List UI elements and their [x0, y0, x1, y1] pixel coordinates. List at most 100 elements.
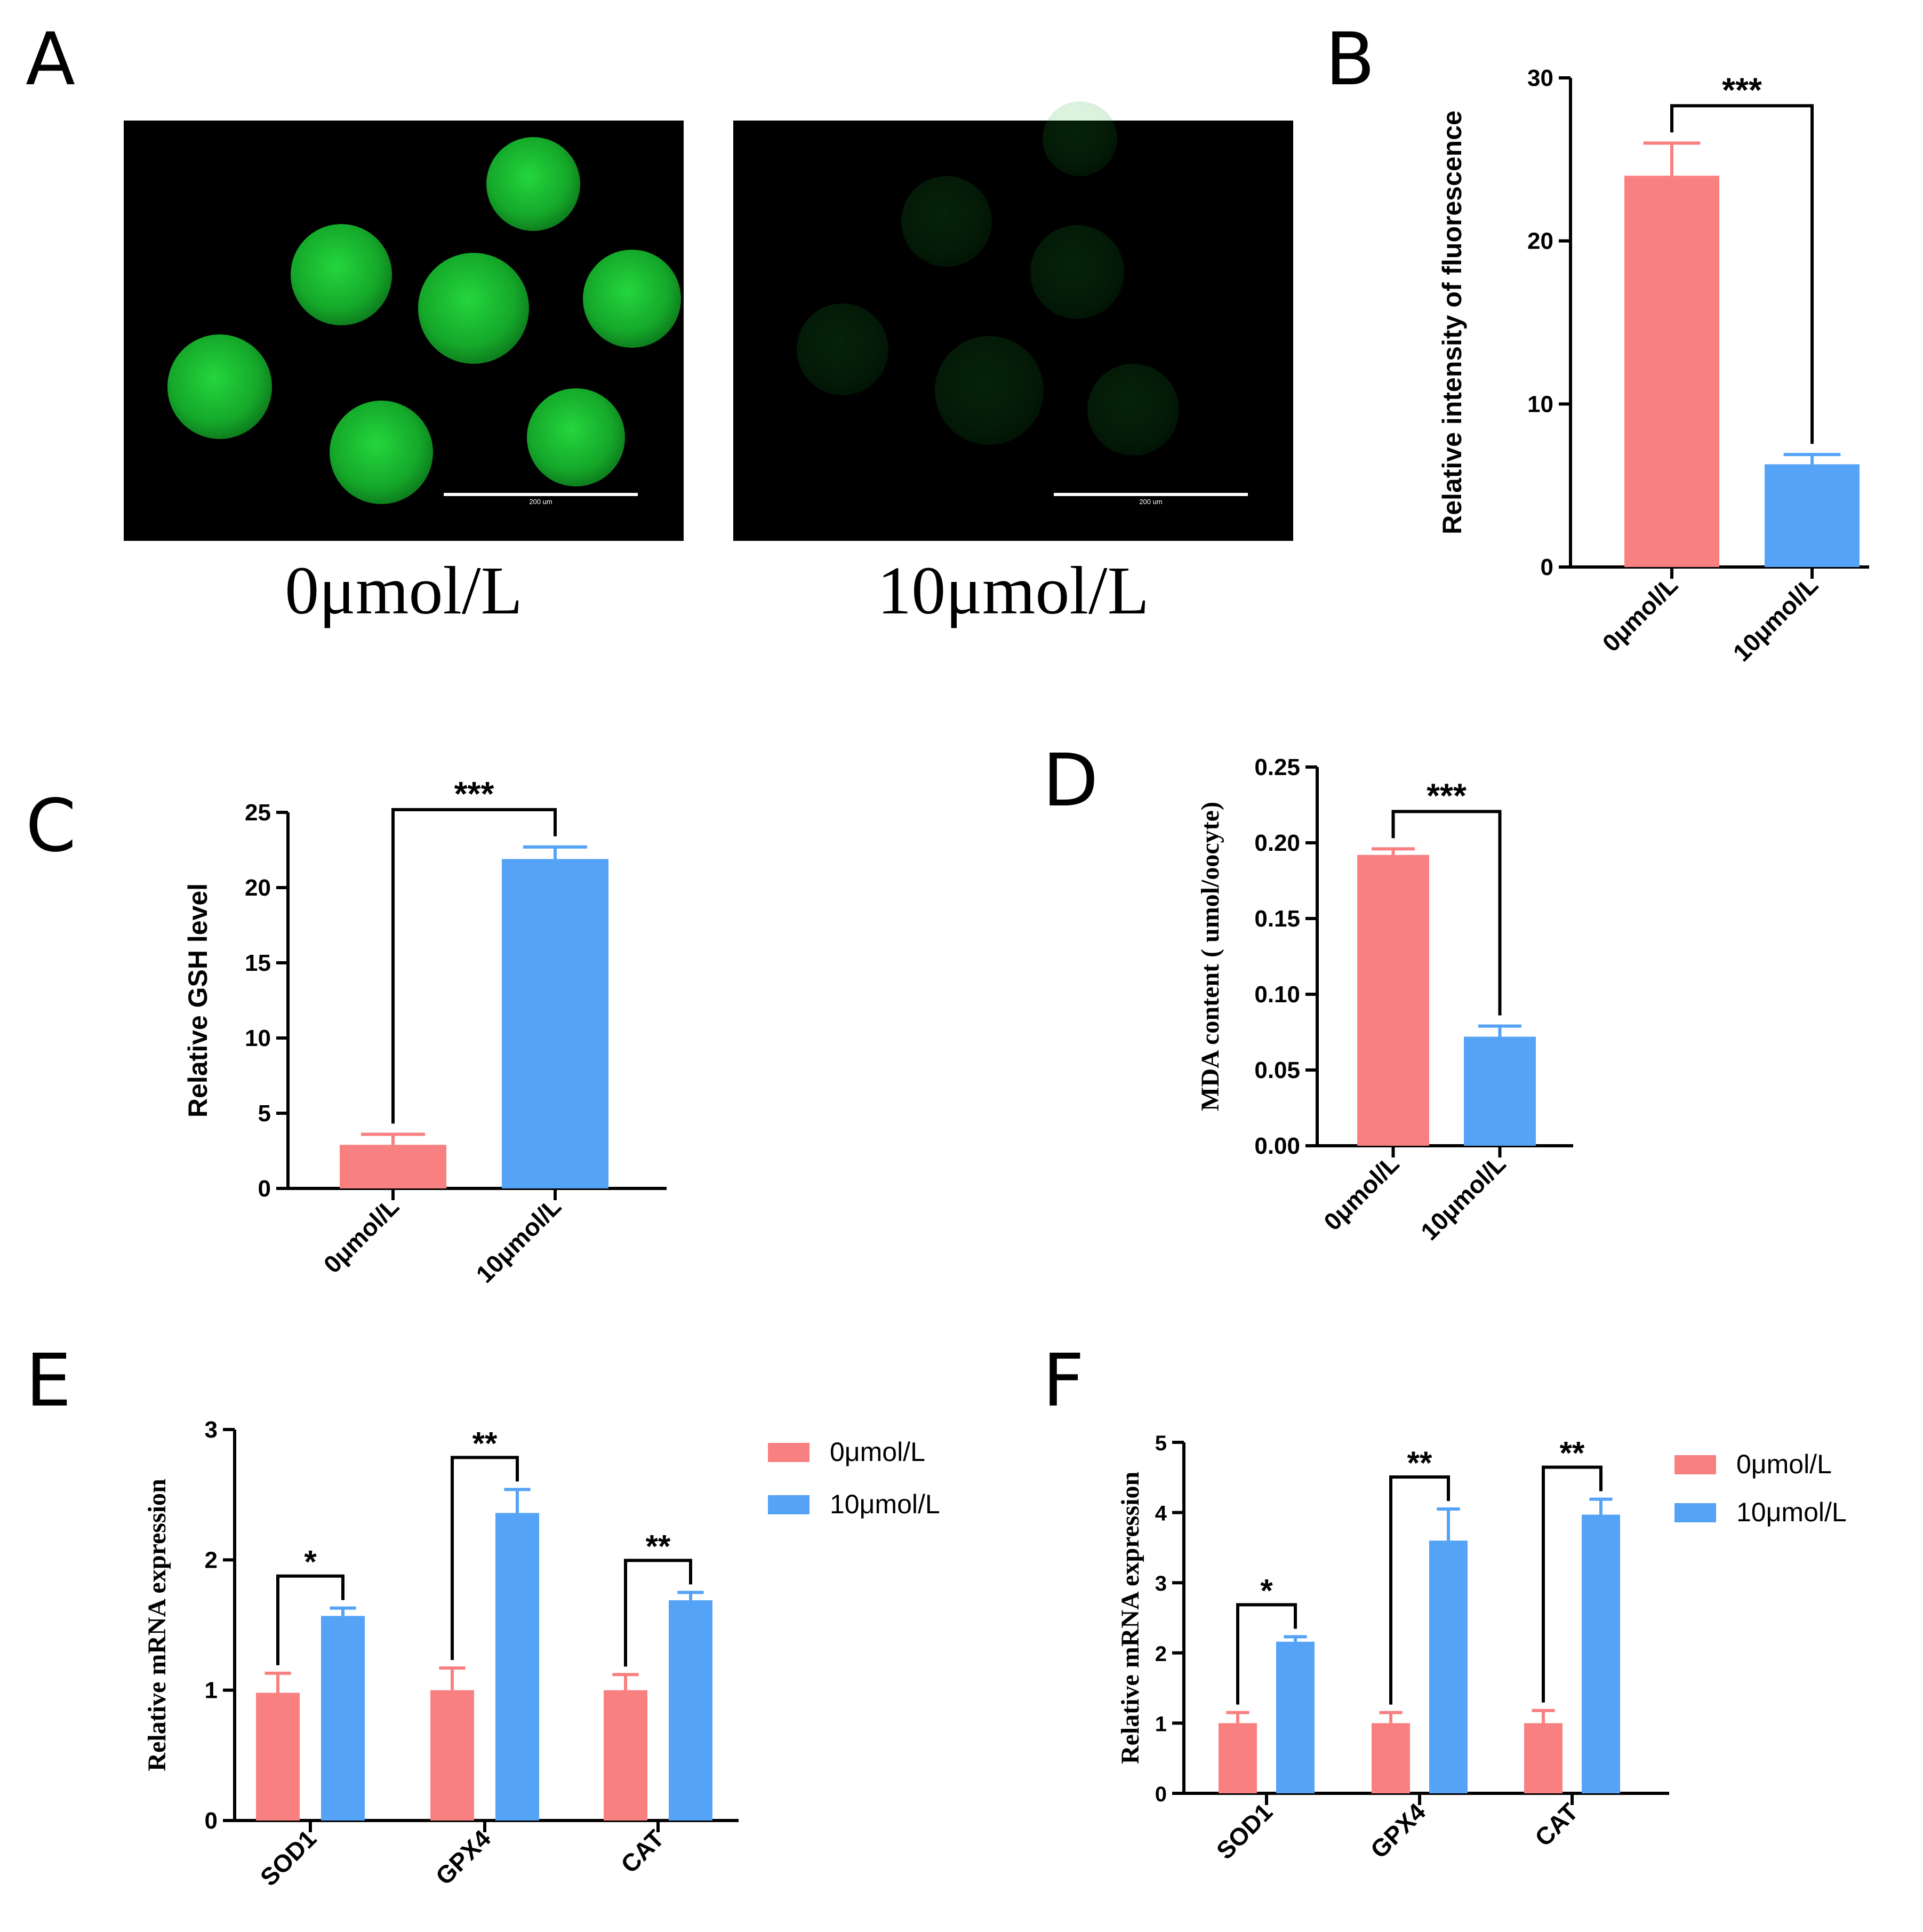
oocyte [935, 336, 1044, 445]
micrograph-caption-treated: 10μmol/L [877, 553, 1149, 628]
oocyte [291, 224, 392, 325]
legend-swatch [1674, 1455, 1716, 1474]
legend-swatch [768, 1443, 810, 1462]
x-tick-label: 10μmol/L [1727, 571, 1823, 667]
x-tick-label: 0μmol/L [1318, 1149, 1404, 1235]
x-tick-label: GPX4 [1365, 1798, 1431, 1864]
significance-label: ** [472, 1425, 498, 1461]
significance-bracket [451, 1456, 519, 1660]
y-tick-label: 0 [1155, 1783, 1167, 1806]
y-axis-label: Relative intensity of fluorescence [1437, 110, 1467, 534]
legend-swatch [1674, 1503, 1716, 1522]
y-axis-label: MDA content ( umol/oocyte) [1196, 802, 1224, 1111]
y-tick-label: 4 [1155, 1502, 1167, 1526]
x-tick-label: 0μmol/L [318, 1192, 404, 1278]
y-tick-label: 0.25 [1254, 754, 1300, 780]
x-tick-label: 10μmol/L [470, 1192, 566, 1288]
y-axis-label: Relative mRNA expression [143, 1479, 171, 1771]
significance-bracket [391, 808, 557, 1124]
panel-label-b: B [1325, 18, 1375, 102]
x-tick-label: 0μmol/L [1597, 571, 1683, 657]
micrograph-treated: 200 um [733, 101, 1293, 541]
bar-control [1372, 1723, 1410, 1793]
oocyte [797, 304, 888, 395]
y-tick-label: 20 [245, 875, 271, 901]
oocyte [583, 250, 681, 348]
significance-label: * [304, 1544, 317, 1580]
bar-treated [495, 1513, 539, 1821]
significance-label: *** [454, 775, 494, 813]
significance-label: ** [646, 1528, 671, 1564]
y-tick-label: 0.15 [1254, 906, 1300, 932]
significance-label: *** [1722, 70, 1762, 109]
scale-bar-label: 200 um [529, 498, 552, 506]
y-tick-label: 3 [1155, 1572, 1167, 1595]
significance-bracket [1542, 1465, 1602, 1703]
y-axis-label: Relative mRNA expression [1116, 1472, 1144, 1764]
bar-control [1524, 1723, 1563, 1793]
micrograph-caption-control: 0μmol/L [285, 553, 523, 628]
y-tick-label: 0.20 [1254, 830, 1300, 856]
micrograph-control: 200 um [124, 121, 684, 541]
oocyte [527, 388, 625, 486]
panel-label-e: E [26, 1339, 71, 1423]
bar-treated [502, 859, 608, 1188]
oocyte [901, 176, 992, 267]
y-tick-label: 0 [205, 1808, 218, 1834]
bar-control [1624, 175, 1719, 567]
significance-bracket [1670, 104, 1814, 444]
significance-label: *** [1427, 776, 1467, 815]
legend-label: 10μmol/L [830, 1489, 940, 1519]
legend-label: 0μmol/L [1736, 1449, 1832, 1479]
chart-f: 0 1 2 3 4 5 Relative mRNA expression SOD1 * GPX4 *… [1116, 1432, 1847, 1865]
y-tick-label: 2 [1155, 1642, 1167, 1666]
y-tick-label: 5 [1155, 1432, 1167, 1455]
y-tick-label: 0.00 [1254, 1133, 1300, 1159]
bar-control [256, 1693, 300, 1821]
chart-d: 0.00 0.05 0.10 0.15 0.20 0.25 MDA content ( um… [1196, 754, 1573, 1246]
bar-treated [321, 1616, 365, 1821]
significance-label: ** [1407, 1445, 1432, 1481]
x-tick-label: 10μmol/L [1415, 1149, 1511, 1246]
chart-b: 0 10 20 30 Relative intensity of fluorescenc… [1437, 65, 1869, 667]
chart-e: 0 1 2 3 Relative mRNA expression SOD1 * GPX4 ** C… [143, 1417, 940, 1891]
x-tick-label: CAT [615, 1824, 669, 1878]
bar-treated [1464, 1036, 1536, 1146]
oocyte [1030, 225, 1124, 319]
y-tick-label: 25 [245, 800, 271, 826]
oocyte [418, 253, 529, 364]
y-tick-label: 0 [1541, 554, 1553, 580]
oocyte [1043, 101, 1117, 176]
bar-treated [1276, 1641, 1315, 1793]
bar-control [1219, 1723, 1257, 1793]
bar-control [340, 1145, 446, 1188]
x-tick-label: SOD1 [1211, 1798, 1278, 1864]
bar-treated [1582, 1514, 1620, 1793]
y-tick-label: 30 [1527, 65, 1553, 91]
x-tick-label: GPX4 [430, 1824, 496, 1890]
bar-control [430, 1690, 474, 1821]
significance-bracket [1236, 1603, 1297, 1705]
significance-bracket [624, 1559, 692, 1667]
y-axis-label: Relative GSH level [183, 883, 213, 1117]
y-tick-label: 0.05 [1254, 1057, 1300, 1083]
oocyte [486, 137, 580, 231]
bar-treated [1765, 464, 1860, 567]
y-tick-label: 1 [205, 1678, 218, 1704]
y-tick-label: 0.10 [1254, 981, 1300, 1008]
x-tick-label: SOD1 [255, 1824, 322, 1891]
oocyte [1087, 364, 1179, 456]
x-tick-label: CAT [1529, 1798, 1583, 1851]
oocyte [330, 401, 433, 504]
panel-label-d: D [1043, 739, 1099, 823]
panel-label-f: F [1043, 1339, 1084, 1423]
bar-control [604, 1690, 647, 1821]
y-tick-label: 2 [205, 1547, 218, 1573]
panel-label-c: C [26, 784, 76, 868]
y-tick-label: 0 [258, 1176, 271, 1202]
significance-label: ** [1560, 1435, 1585, 1471]
oocyte [167, 334, 272, 439]
significance-label: * [1260, 1573, 1273, 1609]
y-tick-label: 10 [1527, 391, 1553, 417]
